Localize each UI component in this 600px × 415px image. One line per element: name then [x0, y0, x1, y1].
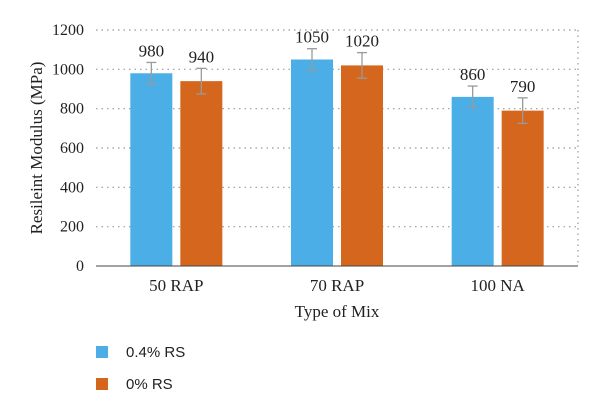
bar-100-na-0-rs — [501, 110, 544, 266]
y-tick-label-400: 400 — [60, 179, 84, 196]
y-tick-label-800: 800 — [60, 101, 84, 118]
value-labels: 980 940 1050 1020 860 790 — [139, 28, 536, 96]
y-tick-label-0: 0 — [76, 258, 84, 275]
value-label-100-na-0-rs: 790 — [510, 77, 536, 96]
bar-70-rap-0-rs — [341, 65, 383, 267]
value-label-100-na-0-4-rs: 860 — [460, 65, 486, 84]
value-label-70-rap-0-4-rs: 1050 — [295, 28, 329, 47]
legend: 0.4% RS 0% RS — [96, 342, 185, 406]
legend-item-0-rs: 0% RS — [96, 374, 185, 394]
y-tick-labels: 0 200 400 600 800 1000 1200 — [52, 22, 84, 275]
legend-swatch-0-rs — [96, 378, 108, 390]
legend-item-0.4-rs: 0.4% RS — [96, 342, 185, 362]
legend-label-0-rs: 0% RS — [126, 375, 173, 393]
y-tick-label-1200: 1200 — [52, 22, 84, 39]
bar-100-na-0-4-rs — [451, 96, 494, 266]
y-tick-label-200: 200 — [60, 219, 84, 236]
x-category-labels: 50 RAP 70 RAP 100 NA — [149, 276, 525, 295]
legend-label-0.4-rs: 0.4% RS — [126, 343, 186, 361]
bar-50-rap-0-rs — [180, 81, 223, 266]
value-label-50-rap-0-4-rs: 980 — [139, 41, 165, 60]
value-label-70-rap-0-rs: 1020 — [345, 32, 379, 51]
x-category-label-70-rap: 70 RAP — [310, 276, 364, 295]
bar-70-rap-0-4-rs — [291, 59, 333, 266]
x-axis-title: Type of Mix — [295, 302, 380, 321]
gridlines — [96, 29, 579, 266]
bars — [130, 59, 544, 267]
bar-50-rap-0-4-rs — [130, 73, 173, 267]
resilient-modulus-chart: 980 940 1050 1020 860 790 0 200 400 600 800 1000 12… — [27, 22, 579, 321]
error-bars — [146, 48, 528, 125]
value-label-50-rap-0-rs: 940 — [189, 47, 215, 66]
legend-swatch-0.4-rs — [96, 346, 108, 358]
y-tick-label-600: 600 — [60, 140, 84, 157]
x-category-label-50-rap: 50 RAP — [149, 276, 203, 295]
y-tick-label-1000: 1000 — [52, 61, 84, 78]
y-axis-title: Resileint Modulus (MPa) — [27, 62, 46, 235]
x-category-label-100-na: 100 NA — [471, 276, 526, 295]
